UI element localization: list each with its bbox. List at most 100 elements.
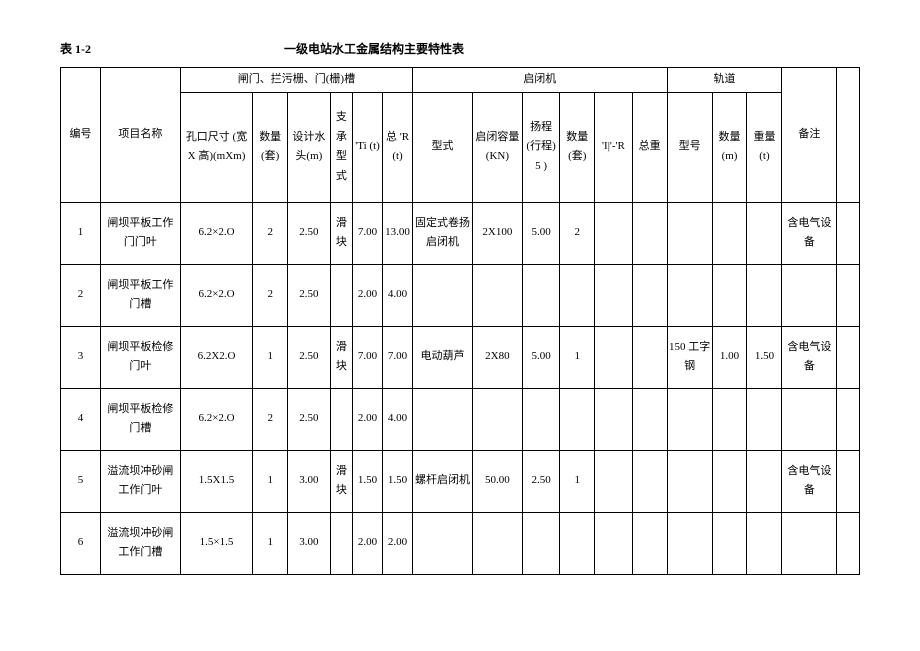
cell-hole: 6.2×2.O (180, 264, 252, 326)
cell-qty: 1 (253, 450, 288, 512)
cell-qty: 1 (253, 326, 288, 388)
h-r: 总 'R (t) (383, 92, 413, 202)
h-qty2: 数量 (套) (560, 92, 595, 202)
cell-r: 4.00 (383, 264, 413, 326)
cell-cap (472, 264, 522, 326)
cell-qty3 (712, 264, 747, 326)
cell-hole: 6.2×2.O (180, 388, 252, 450)
h-qty: 数量 (套) (253, 92, 288, 202)
h-qty3: 数量 (m) (712, 92, 747, 202)
header-row-2: 孔口尺寸 (宽 X 高)(mXm) 数量 (套) 设计水头(m) 支承型式 'T… (61, 92, 860, 202)
cell-lift (522, 264, 559, 326)
cell-weight2 (747, 264, 782, 326)
cell-type: 固定式卷扬启闭机 (413, 202, 473, 264)
cell-ir (595, 264, 632, 326)
main-table: 编号 项目名称 闸门、拦污栅、门(栅)槽 启闭机 轨道 备注 孔口尺寸 (宽 X… (60, 67, 860, 575)
h-weight2: 重量 (t) (747, 92, 782, 202)
cell-remark (782, 388, 837, 450)
cell-weight (632, 450, 667, 512)
cell-extra (837, 202, 860, 264)
h-lift: 扬程 (行程)5 ) (522, 92, 559, 202)
cell-lift: 5.00 (522, 202, 559, 264)
cell-remark: 含电气设备 (782, 202, 837, 264)
h-model: 型号 (667, 92, 712, 202)
cell-num: 3 (61, 326, 101, 388)
h-support: 支承型式 (330, 92, 352, 202)
cell-type (413, 264, 473, 326)
cell-ir (595, 450, 632, 512)
cell-support (330, 388, 352, 450)
cell-ti: 2.00 (353, 512, 383, 574)
cell-ti: 7.00 (353, 326, 383, 388)
cell-model: 150 工字钢 (667, 326, 712, 388)
cell-type: 螺杆启闭机 (413, 450, 473, 512)
cell-head: 3.00 (288, 450, 330, 512)
h-cap: 启闭容量(KN) (472, 92, 522, 202)
cell-extra (837, 450, 860, 512)
cell-weight2: 1.50 (747, 326, 782, 388)
cell-extra (837, 264, 860, 326)
cell-model (667, 512, 712, 574)
cell-qty: 2 (253, 264, 288, 326)
table-row: 5溢流坝冲砂闸工作门叶1.5X1.513.00滑块1.501.50螺杆启闭机50… (61, 450, 860, 512)
h-name: 项目名称 (100, 68, 180, 203)
cell-type (413, 512, 473, 574)
cell-remark: 含电气设备 (782, 326, 837, 388)
cell-type (413, 388, 473, 450)
cell-qty2: 2 (560, 202, 595, 264)
cell-ti: 2.00 (353, 388, 383, 450)
table-body: 1闸坝平板工作门门叶6.2×2.O22.50滑块7.0013.00固定式卷扬启闭… (61, 202, 860, 574)
cell-support: 滑块 (330, 326, 352, 388)
cell-support (330, 512, 352, 574)
table-row: 6溢流坝冲砂闸工作门槽1.5×1.513.002.002.00 (61, 512, 860, 574)
h-ir: 'I|'-'R (595, 92, 632, 202)
cell-lift (522, 388, 559, 450)
cell-support: 滑块 (330, 202, 352, 264)
cell-weight (632, 264, 667, 326)
cell-qty2 (560, 512, 595, 574)
cell-r: 1.50 (383, 450, 413, 512)
cell-num: 6 (61, 512, 101, 574)
cell-ti: 1.50 (353, 450, 383, 512)
cell-r: 2.00 (383, 512, 413, 574)
cell-name: 溢流坝冲砂闸工作门叶 (100, 450, 180, 512)
cell-qty: 1 (253, 512, 288, 574)
cell-qty2: 1 (560, 326, 595, 388)
cell-hole: 1.5X1.5 (180, 450, 252, 512)
cell-weight (632, 202, 667, 264)
cell-qty3 (712, 450, 747, 512)
cell-weight2 (747, 202, 782, 264)
cell-qty3: 1.00 (712, 326, 747, 388)
h-extra (837, 68, 860, 203)
cell-ir (595, 512, 632, 574)
cell-weight (632, 388, 667, 450)
cell-model (667, 264, 712, 326)
cell-qty2 (560, 264, 595, 326)
cell-head: 2.50 (288, 326, 330, 388)
cell-weight2 (747, 388, 782, 450)
cell-remark: 含电气设备 (782, 450, 837, 512)
cell-qty2 (560, 388, 595, 450)
cell-lift: 5.00 (522, 326, 559, 388)
cell-ir (595, 202, 632, 264)
cell-model (667, 202, 712, 264)
cell-r: 4.00 (383, 388, 413, 450)
table-row: 1闸坝平板工作门门叶6.2×2.O22.50滑块7.0013.00固定式卷扬启闭… (61, 202, 860, 264)
cell-r: 7.00 (383, 326, 413, 388)
h-hole: 孔口尺寸 (宽 X 高)(mXm) (180, 92, 252, 202)
cell-head: 2.50 (288, 202, 330, 264)
cell-hole: 6.2X2.O (180, 326, 252, 388)
cell-head: 2.50 (288, 388, 330, 450)
cell-model (667, 388, 712, 450)
h-group1: 闸门、拦污栅、门(栅)槽 (180, 68, 412, 93)
cell-head: 2.50 (288, 264, 330, 326)
cell-lift (522, 512, 559, 574)
table-row: 4闸坝平板检修门槽6.2×2.O22.502.004.00 (61, 388, 860, 450)
cell-name: 闸坝平板检修门槽 (100, 388, 180, 450)
cell-remark (782, 512, 837, 574)
table-row: 3闸坝平板检修门叶6.2X2.O12.50滑块7.007.00电动葫芦2X805… (61, 326, 860, 388)
header-row-1: 编号 项目名称 闸门、拦污栅、门(栅)槽 启闭机 轨道 备注 (61, 68, 860, 93)
cell-remark (782, 264, 837, 326)
cell-qty3 (712, 512, 747, 574)
cell-hole: 6.2×2.O (180, 202, 252, 264)
